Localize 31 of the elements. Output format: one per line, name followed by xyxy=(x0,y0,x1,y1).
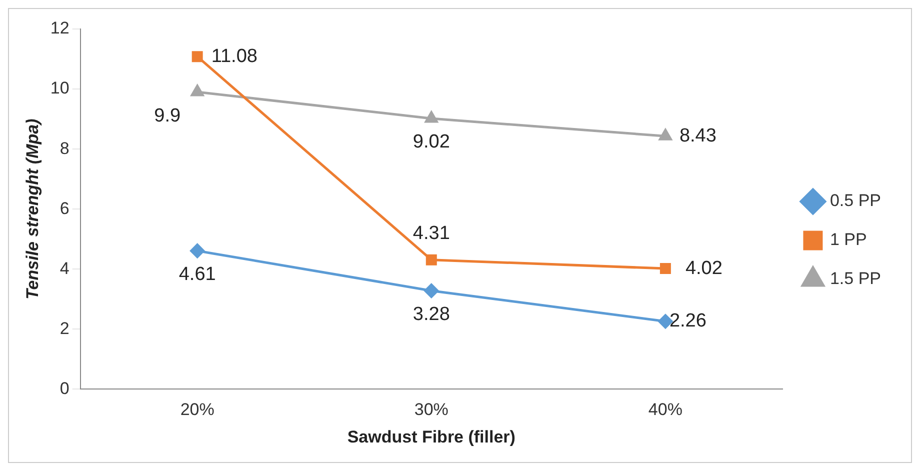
data-label: 2.26 xyxy=(669,310,706,332)
x-tick-label: 40% xyxy=(648,400,682,420)
legend-label: 1 PP xyxy=(830,230,867,250)
data-label: 4.02 xyxy=(685,258,722,279)
legend-label: 1.5 PP xyxy=(830,269,882,288)
x-tick-label: 20% xyxy=(180,400,214,420)
data-label: 4.61 xyxy=(178,264,216,286)
data-label: 3.28 xyxy=(412,304,450,325)
y-tick-label: 6 xyxy=(60,198,70,218)
y-tick-label: 8 xyxy=(60,138,70,158)
y-tick-label: 12 xyxy=(50,18,70,38)
data-label: 11.08 xyxy=(211,46,258,67)
y-tick-label: 0 xyxy=(60,378,70,398)
point xyxy=(424,111,438,123)
y-axis-title: Tensile strenght (Mpa) xyxy=(22,118,42,300)
y-tick-label: 10 xyxy=(50,78,70,98)
x-axis-title: Sawdust Fibre (filler) xyxy=(347,427,516,446)
data-label: 9.02 xyxy=(412,132,450,153)
point xyxy=(426,254,437,266)
point xyxy=(190,84,204,96)
y-tick-label: 4 xyxy=(60,258,70,278)
point xyxy=(658,128,672,140)
point xyxy=(190,244,205,258)
data-label: 8.43 xyxy=(679,125,716,146)
x-tick-label: 30% xyxy=(414,400,448,420)
point xyxy=(424,283,439,298)
data-label: 4.31 xyxy=(412,223,450,244)
legend-label: 0.5 PP xyxy=(830,191,882,210)
point xyxy=(660,263,671,274)
data-label: 9.9 xyxy=(154,105,181,126)
y-tick-label: 2 xyxy=(60,318,70,338)
